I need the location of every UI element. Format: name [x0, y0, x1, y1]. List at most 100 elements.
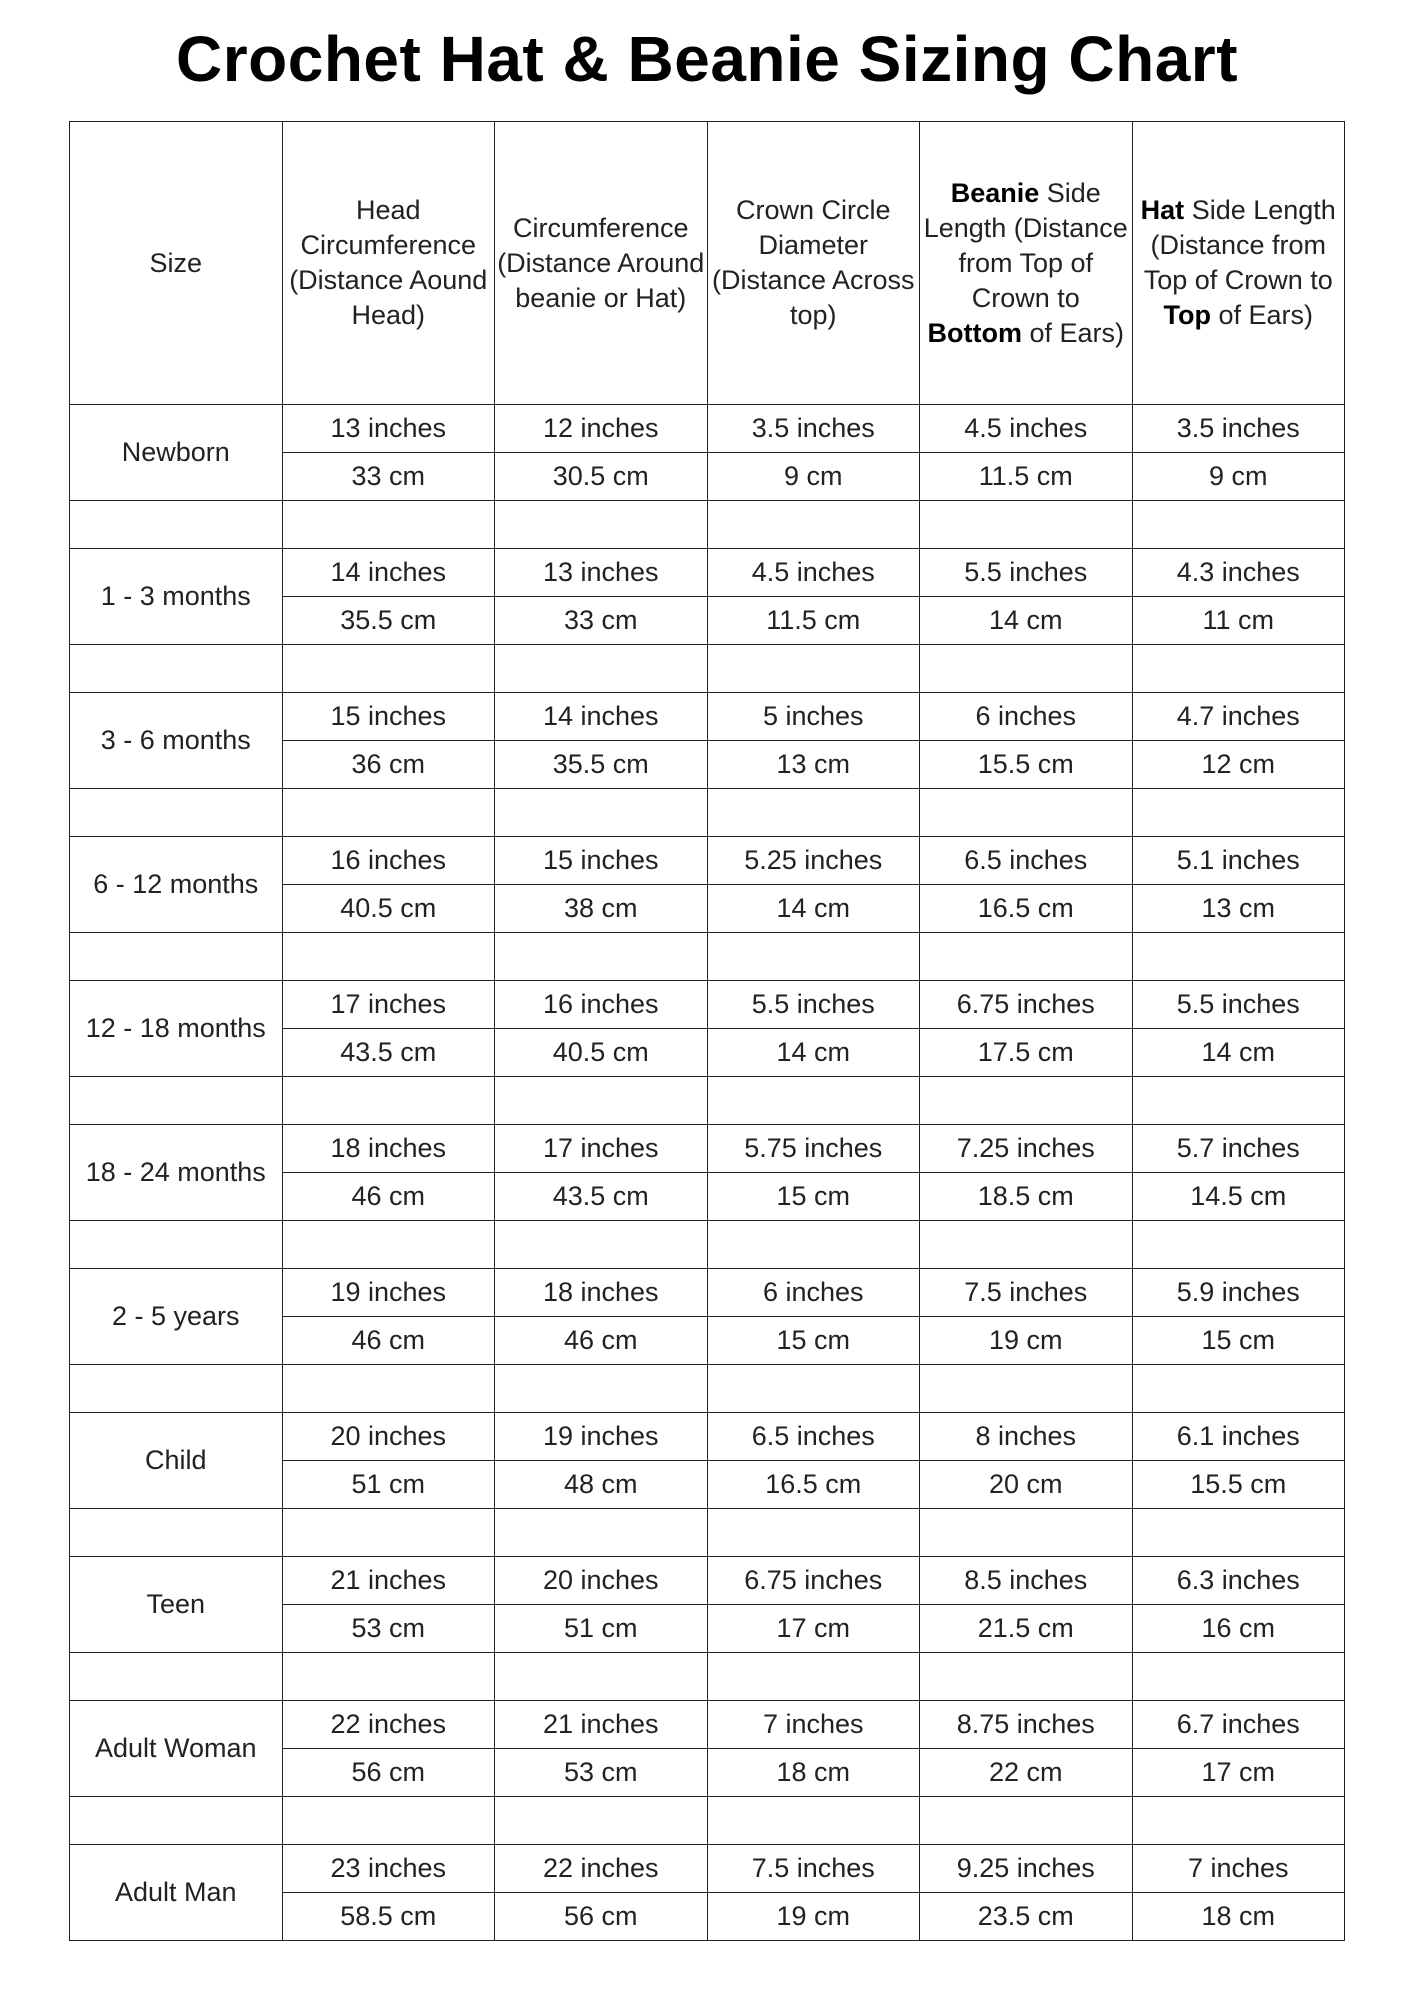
size-label: 12 - 18 months	[69, 980, 283, 1077]
crown-diameter-cm: 15 cm	[706, 1172, 920, 1221]
hat-circumference-inches: 19 inches	[494, 1412, 708, 1461]
empty-cell	[1131, 1508, 1345, 1557]
empty-cell	[919, 1220, 1133, 1269]
empty-cell	[69, 500, 283, 549]
header-text: Head Circumference (Distance Aound Head)	[289, 195, 488, 330]
hat-side-length-inches: 4.3 inches	[1131, 548, 1345, 597]
size-label: 3 - 6 months	[69, 692, 283, 789]
table-row-inches: 18 - 24 months 18 inches 17 inches 5.75 inc…	[69, 1124, 1345, 1221]
head-circumference-inches: 19 inches	[281, 1268, 495, 1317]
beanie-side-length-cm: 17.5 cm	[919, 1028, 1133, 1077]
head-circumference-inches: 16 inches	[281, 836, 495, 885]
head-circumference-cm: 56 cm	[281, 1748, 495, 1797]
empty-cell	[69, 1364, 283, 1413]
hat-circumference-inches: 15 inches	[494, 836, 708, 885]
hat-circumference-cm: 53 cm	[494, 1748, 708, 1797]
crown-diameter-inches: 4.5 inches	[706, 548, 920, 597]
empty-cell	[69, 1076, 283, 1125]
table-row-inches: 1 - 3 months 14 inches 13 inches 4.5 inches…	[69, 548, 1345, 645]
table-row-cm: 58.5 cm 56 cm 19 cm 23.5 cm 18 cm	[70, 1892, 1345, 1941]
empty-cell	[1131, 1364, 1345, 1413]
empty-cell	[1131, 1796, 1345, 1845]
head-circumference-cm: 51 cm	[281, 1460, 495, 1509]
empty-cell	[706, 932, 920, 981]
header-text: Crown Circle Diameter (Distance Across t…	[711, 195, 915, 330]
hat-side-length-cm: 14.5 cm	[1131, 1172, 1345, 1221]
hat-side-length-inches: 5.7 inches	[1131, 1124, 1345, 1173]
hat-side-length-cm: 15 cm	[1131, 1316, 1345, 1365]
empty-cell	[281, 1220, 495, 1269]
hat-side-length-cm: 12 cm	[1131, 740, 1345, 789]
empty-cell	[1131, 1220, 1345, 1269]
head-circumference-cm: 46 cm	[281, 1316, 495, 1365]
beanie-side-length-inches: 8.75 inches	[919, 1700, 1133, 1749]
empty-cell	[281, 1652, 495, 1701]
empty-cell	[494, 644, 708, 693]
empty-cell	[494, 1508, 708, 1557]
empty-cell	[494, 1220, 708, 1269]
size-label: 6 - 12 months	[69, 836, 283, 933]
hat-circumference-inches: 16 inches	[494, 980, 708, 1029]
head-circumference-inches: 15 inches	[281, 692, 495, 741]
hat-circumference-cm: 35.5 cm	[494, 740, 708, 789]
header-text: Hat	[1140, 195, 1185, 225]
empty-cell	[69, 1220, 283, 1269]
head-circumference-inches: 22 inches	[281, 1700, 495, 1749]
hat-side-length-inches: 5.9 inches	[1131, 1268, 1345, 1317]
size-label: 1 - 3 months	[69, 548, 283, 645]
empty-cell	[281, 1076, 495, 1125]
hat-circumference-cm: 51 cm	[494, 1604, 708, 1653]
spacer-row	[69, 1508, 1345, 1557]
spacer-row	[69, 1364, 1345, 1413]
hat-circumference-cm: 40.5 cm	[494, 1028, 708, 1077]
size-label: 18 - 24 months	[69, 1124, 283, 1221]
hat-circumference-cm: 48 cm	[494, 1460, 708, 1509]
spacer-row	[69, 1652, 1345, 1701]
hat-circumference-inches: 13 inches	[494, 548, 708, 597]
header-text: Beanie	[950, 177, 1040, 208]
hat-side-length-cm: 17 cm	[1131, 1748, 1345, 1797]
hat-side-length-cm: 9 cm	[1131, 452, 1345, 501]
beanie-side-length-cm: 20 cm	[919, 1460, 1133, 1509]
hat-side-length-cm: 15.5 cm	[1131, 1460, 1345, 1509]
beanie-side-length-cm: 23.5 cm	[919, 1892, 1133, 1941]
table-body: Newborn 13 inches 12 inches 3.5 inches 4.5 i…	[69, 404, 1345, 1941]
table-row-cm: 43.5 cm 40.5 cm 14 cm 17.5 cm 14 cm	[70, 1028, 1345, 1077]
hat-circumference-inches: 17 inches	[494, 1124, 708, 1173]
empty-cell	[281, 932, 495, 981]
header-crown-diameter: Crown Circle Diameter (Distance Across t…	[706, 121, 920, 405]
hat-side-length-inches: 6.1 inches	[1131, 1412, 1345, 1461]
hat-side-length-cm: 13 cm	[1131, 884, 1345, 933]
beanie-side-length-inches: 7.5 inches	[919, 1268, 1133, 1317]
hat-side-length-inches: 6.7 inches	[1131, 1700, 1345, 1749]
empty-cell	[1131, 1652, 1345, 1701]
empty-cell	[919, 932, 1133, 981]
beanie-side-length-cm: 22 cm	[919, 1748, 1133, 1797]
beanie-side-length-inches: 8 inches	[919, 1412, 1133, 1461]
empty-cell	[281, 500, 495, 549]
crown-diameter-cm: 15 cm	[706, 1316, 920, 1365]
beanie-side-length-inches: 7.25 inches	[919, 1124, 1133, 1173]
header-hat-circumference: Circumference (Distance Around beanie or…	[494, 121, 708, 405]
empty-cell	[69, 644, 283, 693]
head-circumference-inches: 23 inches	[281, 1844, 495, 1893]
empty-cell	[69, 1796, 283, 1845]
head-circumference-inches: 18 inches	[281, 1124, 495, 1173]
empty-cell	[706, 1652, 920, 1701]
hat-side-length-inches: 6.3 inches	[1131, 1556, 1345, 1605]
table-row-inches: Adult Man 23 inches 22 inches 7.5 inches 9.2…	[69, 1844, 1345, 1941]
table-row-cm: 35.5 cm 33 cm 11.5 cm 14 cm 11 cm	[70, 596, 1345, 645]
crown-diameter-cm: 17 cm	[706, 1604, 920, 1653]
empty-cell	[706, 1508, 920, 1557]
hat-side-length-inches: 5.1 inches	[1131, 836, 1345, 885]
empty-cell	[494, 500, 708, 549]
head-circumference-cm: 33 cm	[281, 452, 495, 501]
empty-cell	[281, 1796, 495, 1845]
empty-cell	[69, 788, 283, 837]
spacer-row	[69, 932, 1345, 981]
hat-circumference-cm: 56 cm	[494, 1892, 708, 1941]
empty-cell	[69, 932, 283, 981]
beanie-side-length-cm: 11.5 cm	[919, 452, 1133, 501]
empty-cell	[494, 1652, 708, 1701]
crown-diameter-inches: 5.25 inches	[706, 836, 920, 885]
